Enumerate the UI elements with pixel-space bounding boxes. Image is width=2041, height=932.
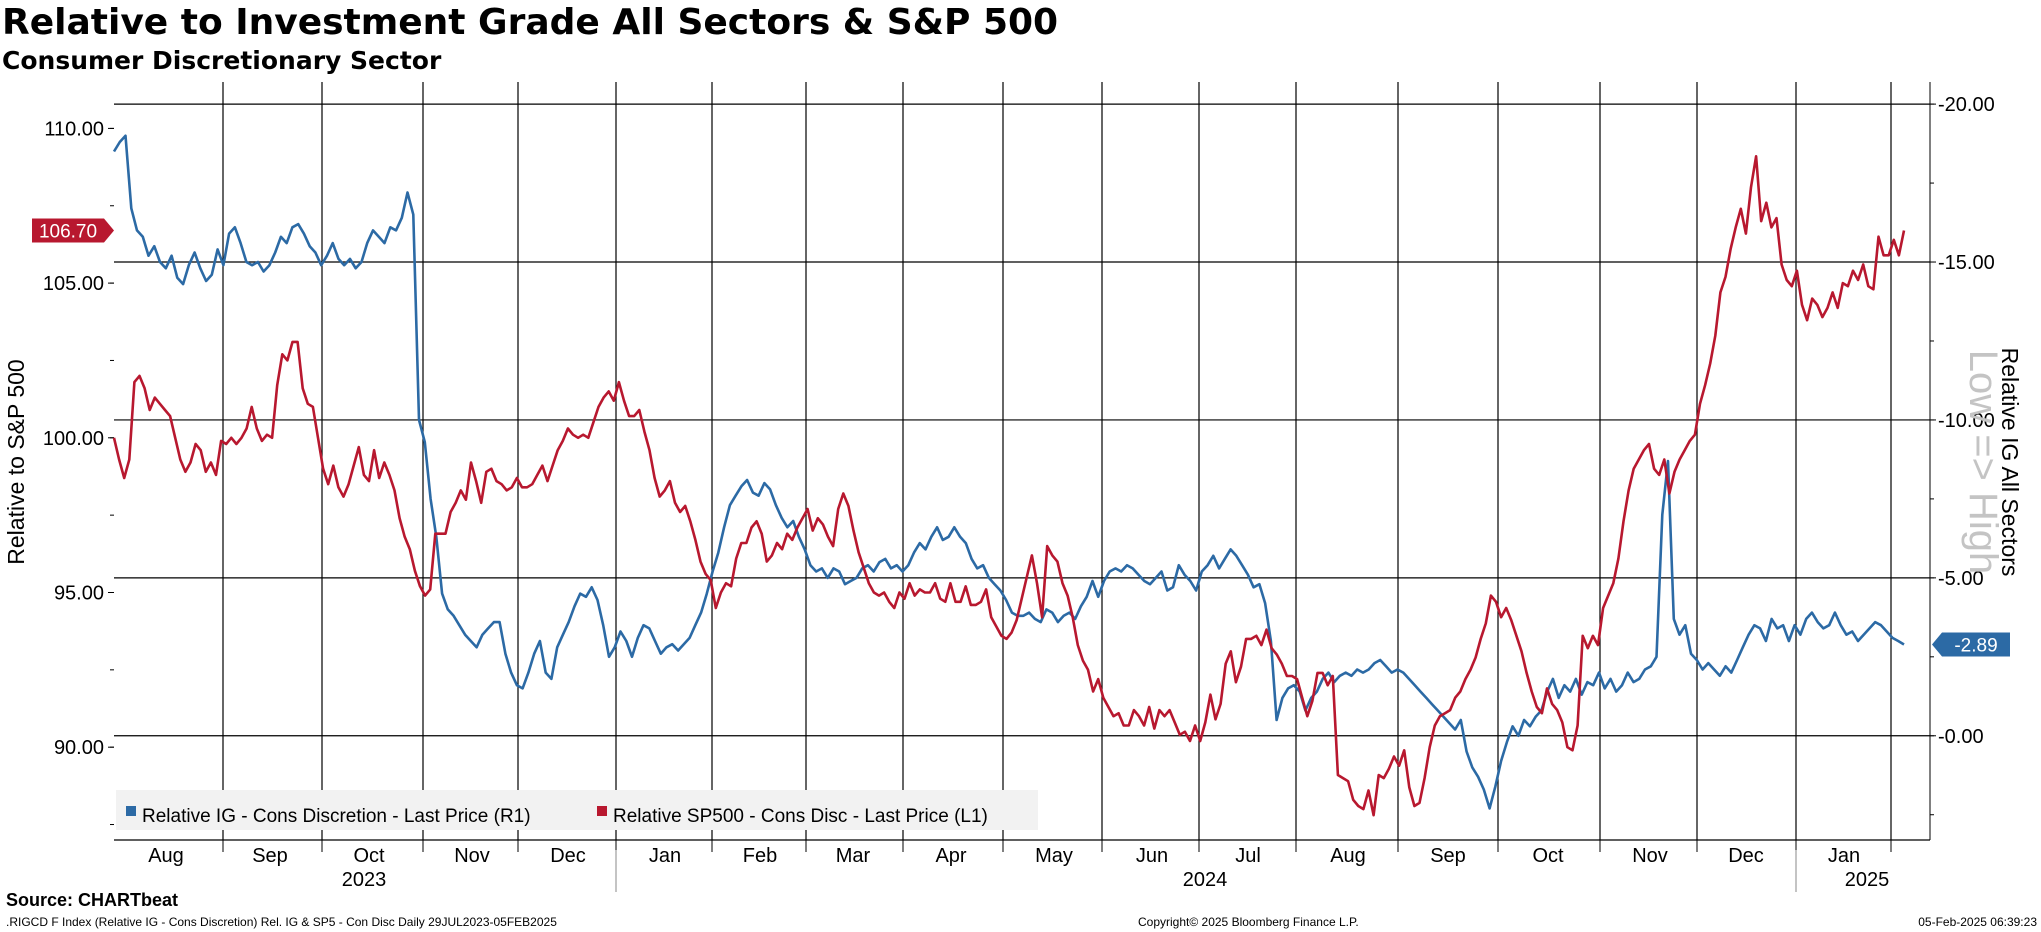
x-tick-label: Mar: [836, 845, 871, 867]
x-tick-label: Jan: [1828, 845, 1860, 867]
sp500-series-line: [112, 155, 1906, 817]
x-year-label: 2025: [1845, 869, 1890, 891]
chart-subtitle: Consumer Discretionary Sector: [2, 46, 442, 75]
x-tick-label: Oct: [1532, 845, 1564, 867]
left-axis-title: Relative to S&P 500: [3, 359, 29, 564]
right-axis-tick-label: -15.00: [1938, 252, 1995, 274]
left-last-value-tag: [32, 218, 114, 243]
right-last-value-tag: [1932, 632, 2010, 657]
x-year-label: 2024: [1183, 869, 1228, 891]
x-tick-label: Jul: [1235, 845, 1261, 867]
right-axis-tick-label: -5.00: [1938, 568, 1984, 590]
legend-label-sp500: Relative SP500 - Cons Disc - Last Price …: [613, 806, 988, 827]
right-axis-tick-label: -0.00: [1938, 726, 1984, 748]
right-axis-tick-label: -20.00: [1938, 94, 1995, 116]
left-axis-tick-label: 100.00: [43, 428, 104, 450]
x-tick-label: Nov: [454, 845, 490, 867]
x-tick-label: Nov: [1632, 845, 1668, 867]
left-axis-tick-label: 95.00: [54, 582, 104, 604]
footer-copyright: Copyright© 2025 Bloomberg Finance L.P.: [1138, 915, 1359, 929]
source-label: Source: CHARTbeat: [6, 890, 179, 910]
left-axis-tick-label: 110.00: [44, 118, 104, 140]
x-tick-label: Feb: [743, 845, 777, 867]
chart-title: Relative to Investment Grade All Sectors…: [2, 2, 1059, 43]
legend-swatch-sp500: [597, 806, 607, 816]
right-last-value-label: -2.89: [1954, 635, 1997, 656]
x-tick-label: Dec: [1728, 845, 1764, 867]
legend-swatch-ig: [126, 806, 136, 816]
left-axis-tick-label: 90.00: [54, 737, 104, 759]
x-tick-label: Jun: [1136, 845, 1168, 867]
legend-label-ig: Relative IG - Cons Discretion - Last Pri…: [142, 806, 531, 827]
legend-box: [116, 790, 1038, 830]
footer-timestamp: 05-Feb-2025 06:39:23: [1918, 915, 2037, 929]
right-axis-title: Relative IG All Sectors: [1997, 348, 2023, 577]
x-tick-label: Oct: [353, 845, 385, 867]
x-tick-label: Sep: [252, 845, 288, 867]
footer-index-info: .RIGCD F Index (Relative IG - Cons Discr…: [6, 915, 557, 929]
x-tick-label: Sep: [1430, 845, 1466, 867]
x-tick-label: Dec: [550, 845, 586, 867]
x-year-label: 2023: [342, 869, 387, 891]
x-tick-label: Jan: [649, 845, 681, 867]
x-tick-label: Aug: [1330, 845, 1366, 867]
ig-series-line: [112, 134, 1905, 810]
x-tick-label: Aug: [148, 845, 184, 867]
left-axis-tick-label: 105.00: [43, 273, 104, 295]
right-axis-tick-label: -10.00: [1938, 410, 1995, 432]
left-last-value-label: 106.70: [39, 222, 97, 243]
x-tick-label: Apr: [935, 845, 966, 867]
x-tick-label: May: [1035, 845, 1073, 867]
low-high-annotation: Low => High: [1961, 350, 2005, 575]
